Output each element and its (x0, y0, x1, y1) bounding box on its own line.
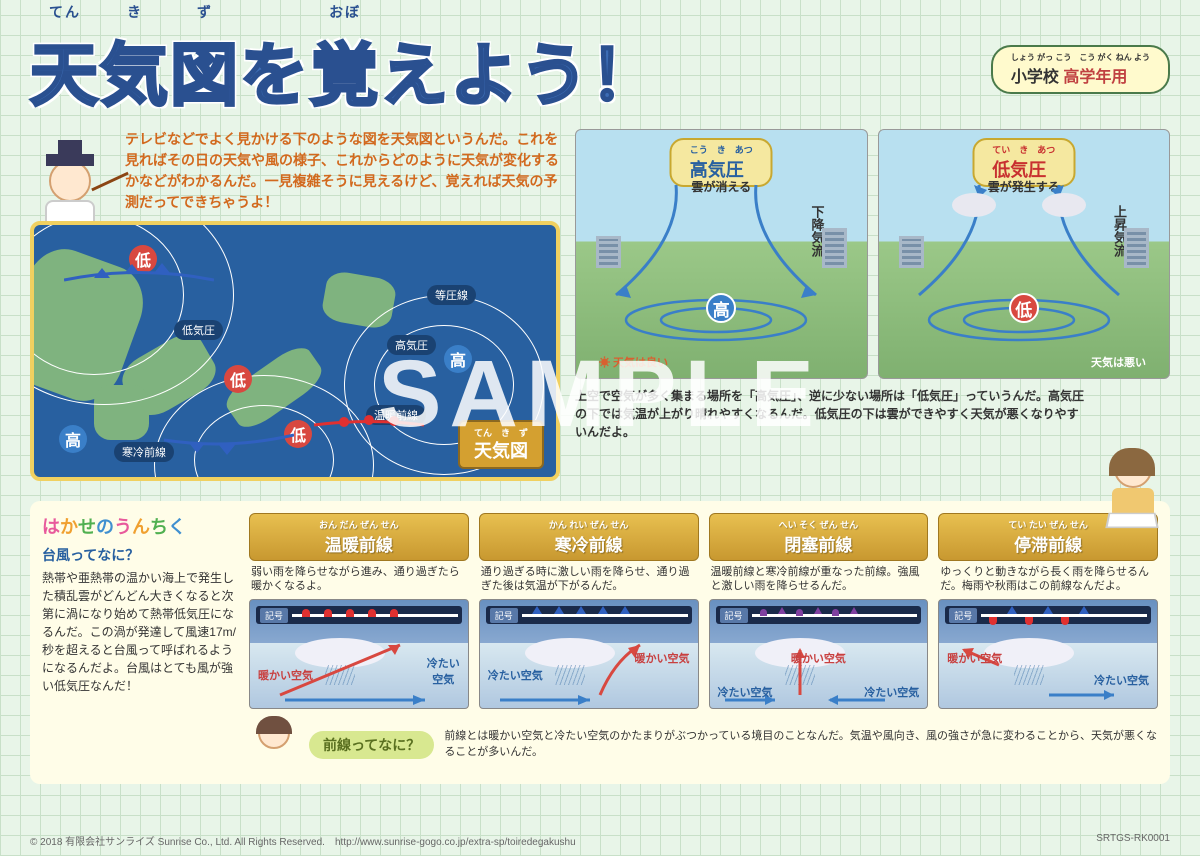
bottom-section: はかせのうんちく 台風ってなに？ 熱帯や亜熱帯の温かい海上で発生した積乱雲がどん… (30, 501, 1170, 784)
front-column: てい たい ぜん せん停滞前線ゆっくりと動きながら長く雨を降らせるんだ。梅雨や秋… (938, 513, 1158, 709)
hakase-column: はかせのうんちく 台風ってなに？ 熱帯や亜熱帯の温かい海上で発生した積乱雲がどん… (42, 513, 237, 772)
front-diagram: 記号冷たい空気暖かい空気冷たい空気 (709, 599, 929, 709)
cold-air-label: 冷たい空気 (718, 684, 773, 700)
grade-text-a: 小学校 (1011, 69, 1063, 86)
main-title: てん天き気ず図をおぼ覚えよう！ (30, 20, 976, 119)
isobar-label: 等圧線 (427, 285, 476, 305)
header: てん天き気ず図をおぼ覚えよう！ しょう がっ こう こう がく ねん よう 小学… (30, 20, 1170, 119)
ruby: てい き あつ (992, 143, 1055, 156)
front-diagram: 記号暖かい空気冷たい空気 (479, 599, 699, 709)
bad-weather-note: 天気は悪い (1083, 352, 1154, 372)
pressure-panels: こう き あつ 高気圧 雲が消える 下降気流 高 ☀ 天気は良い (575, 129, 1170, 481)
front-diagram: 記号暖かい空気冷たい空気 (938, 599, 1158, 709)
weather-map: 低 低 低 高 高 等圧線 高気圧 低気圧 温暖前線 寒冷前線 (30, 221, 560, 481)
title-char: え (380, 20, 450, 119)
updraft-arrows-icon (879, 180, 1159, 360)
front-description: 温暖前線と寒冷前線が重なった前線。強風と激しい雨を降らせるんだ。 (711, 565, 927, 595)
product-code: SRTGS-RK0001 (1096, 833, 1170, 848)
front-description: 通り過ぎる時に激しい雨を降らせ、通り過ぎた後は気温が下がるんだ。 (481, 565, 697, 595)
high-ground-mark: 高 (706, 293, 736, 323)
ruby: こう き あつ (690, 143, 753, 156)
front-header: かん れい ぜん せん寒冷前線 (479, 513, 699, 561)
zensen-question: 前線ってなに？ (309, 731, 434, 759)
front-column: おん だん ぜん せん温暖前線弱い雨を降らせながら進み、通り過ぎたら暖かくなるよ… (249, 513, 469, 709)
front-header: へい そく ぜん せん閉塞前線 (709, 513, 929, 561)
intro-text: テレビなどでよく見かける下のような図を天気図というんだ。これを見ればその日の天気… (125, 129, 560, 213)
front-ruby: へい そく ぜん せん (714, 518, 924, 531)
front-description: 弱い雨を降らせながら進み、通り過ぎたら暖かくなるよ。 (251, 565, 467, 595)
title-char: き気 (100, 20, 170, 119)
boy-character (249, 717, 299, 772)
low-pressure-label: 低気圧 (174, 320, 223, 340)
grade-ruby: しょう がっ こう こう がく ねん よう (1011, 52, 1150, 63)
good-weather-note: ☀ 天気は良い (591, 352, 676, 372)
title-char: ！ (590, 20, 660, 119)
map-title-text: 天気図 (474, 441, 528, 461)
high-pressure-panel: こう き あつ 高気圧 雲が消える 下降気流 高 ☀ 天気は良い (575, 129, 868, 379)
copyright-text: © 2018 有限会社サンライズ Sunrise Co., Ltd. All R… (30, 833, 576, 848)
warm-air-label: 暖かい空気 (635, 650, 690, 666)
front-arrows-icon (250, 600, 468, 708)
front-ruby: かん れい ぜん せん (484, 518, 694, 531)
zensen-row: 前線ってなに？ 前線とは暖かい空気と冷たい空気のかたまりがぶつかっている境目のこ… (249, 717, 1158, 772)
title-ruby: き (127, 2, 143, 22)
title-ruby: てん (49, 2, 81, 22)
front-column: へい そく ぜん せん閉塞前線温暖前線と寒冷前線が重なった前線。強風と激しい雨を… (709, 513, 929, 709)
hakase-subtitle: 台風ってなに？ (42, 545, 237, 565)
footer: © 2018 有限会社サンライズ Sunrise Co., Ltd. All R… (30, 833, 1170, 848)
cold-air-label: 冷たい 空気 (427, 655, 460, 687)
title-char: よ (450, 20, 520, 119)
top-section: テレビなどでよく見かける下のような図を天気図というんだ。これを見ればその日の天気… (30, 129, 1170, 481)
low-ground-mark: 低 (1009, 293, 1039, 323)
warm-air-label: 暖かい空気 (947, 650, 1002, 666)
title-ruby: ず (197, 2, 213, 22)
warm-front-icon (314, 410, 424, 440)
title-ruby: おぼ (329, 2, 361, 22)
title-char: てん天 (30, 20, 100, 119)
title-text: 低気圧 (992, 160, 1046, 180)
map-title-badge: てん き ず 天気図 (458, 420, 544, 469)
front-diagram: 記号暖かい空気冷たい 空気 (249, 599, 469, 709)
title-char: を (240, 20, 310, 119)
title-char: おぼ覚 (310, 20, 380, 119)
high-pressure-label: 高気圧 (387, 335, 436, 355)
pressure-explanation: 上空で空気が多く集まる場所を「高気圧」、逆に少ない場所は「低気圧」っていうんだ。… (575, 387, 1170, 441)
front-ruby: おん だん ぜん せん (254, 518, 464, 531)
grade-text-b: 高学年用 (1063, 69, 1127, 86)
warm-air-label: 暖かい空気 (791, 650, 846, 666)
grade-badge: しょう がっ こう こう がく ねん よう 小学校 高学年用 (991, 45, 1170, 94)
title-char: ず図 (170, 20, 240, 119)
zensen-text: 前線とは暖かい空気と冷たい空気のかたまりがぶつかっている境目のことなんだ。気温や… (444, 729, 1158, 760)
girl-character (1095, 450, 1170, 540)
map-title-ruby: てん き ず (474, 426, 528, 439)
map-high-mark: 高 (59, 425, 87, 453)
title-char: う (520, 20, 590, 119)
title-text: 高気圧 (690, 160, 744, 180)
fronts-row: おん だん ぜん せん温暖前線弱い雨を降らせながら進み、通り過ぎたら暖かくなるよ… (249, 513, 1158, 709)
hakase-title: はかせのうんちく (42, 513, 237, 539)
map-high-mark: 高 (444, 345, 472, 373)
front-description: ゆっくりと動きながら長く雨を降らせるんだ。梅雨や秋雨はこの前線なんだよ。 (940, 565, 1156, 595)
fronts-area: おん だん ぜん せん温暖前線弱い雨を降らせながら進み、通り過ぎたら暖かくなるよ… (249, 513, 1158, 772)
cold-air-label: 冷たい空気 (1094, 672, 1149, 688)
map-low-mark: 低 (224, 365, 252, 393)
cold-air-label: 冷たい空気 (488, 667, 543, 683)
front-column: かん れい ぜん せん寒冷前線通り過ぎる時に激しい雨を降らせ、通り過ぎた後は気温… (479, 513, 699, 709)
hakase-text: 熱帯や亜熱帯の温かい海上で発生した積乱雲がどんどん大きくなると次第に渦になり始め… (42, 569, 237, 695)
cold-front-icon (64, 260, 214, 300)
low-pressure-panel: てい き あつ 低気圧 雲が発生する 上昇気流 低 (878, 129, 1171, 379)
front-header: おん だん ぜん せん温暖前線 (249, 513, 469, 561)
downdraft-arrows-icon (576, 180, 856, 360)
warm-air-label: 暖かい空気 (258, 667, 313, 683)
cold-front-icon (164, 425, 294, 465)
